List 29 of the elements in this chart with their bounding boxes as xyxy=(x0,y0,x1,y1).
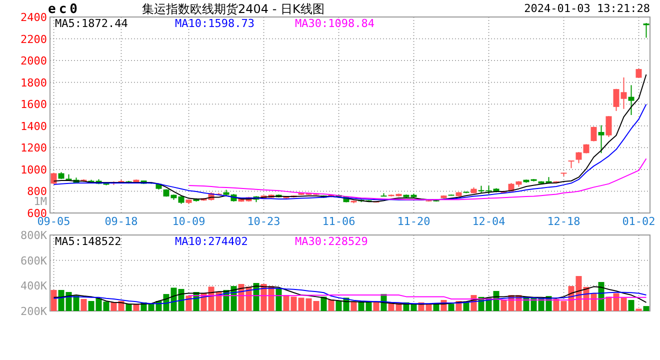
x-tick-label: 09-18 xyxy=(104,215,138,228)
x-tick-label: 12-18 xyxy=(547,215,580,228)
y-tick-label: 2400 xyxy=(20,11,47,24)
x-tick-label: 12-04 xyxy=(472,215,506,228)
text: MA10:1598.73 xyxy=(175,17,254,30)
text: 2024-01-03 13:21:28 xyxy=(524,2,650,15)
text: MA30:1098.84 xyxy=(295,17,375,30)
chart-title: 集运指数欧线期货2404 - 日K线图 xyxy=(142,2,324,16)
x-tick-label: 01-02 xyxy=(622,215,656,228)
y-tick-label: 1800 xyxy=(20,76,47,90)
y-tick-label: 1000 xyxy=(20,163,47,176)
x-tick-label: 11-20 xyxy=(397,215,430,228)
y-tick-label: 400K xyxy=(20,280,48,293)
x-tick-label: 10-09 xyxy=(172,215,206,228)
text: MA5:1872.44 xyxy=(55,17,128,30)
y-tick-label: 800K xyxy=(20,229,48,242)
y-tick-label: 1400 xyxy=(20,120,47,133)
y-tick-label: 1200 xyxy=(20,142,47,155)
y-tick-label: 2200 xyxy=(20,32,47,46)
text: MA30:228529 xyxy=(295,235,368,248)
y-tick-label: 1600 xyxy=(20,98,47,112)
y-tick-label: 600K xyxy=(20,254,48,268)
chart-subtitle: ec0 xyxy=(48,2,80,17)
y-tick-label: 200K xyxy=(20,305,48,318)
x-tick-label: 11-06 xyxy=(322,215,356,228)
x-tick-label: 10-23 xyxy=(247,215,280,228)
text: MA5:148522 xyxy=(55,235,122,248)
text: MA10:274402 xyxy=(175,235,248,248)
y-tick-label: 2000 xyxy=(20,54,47,68)
